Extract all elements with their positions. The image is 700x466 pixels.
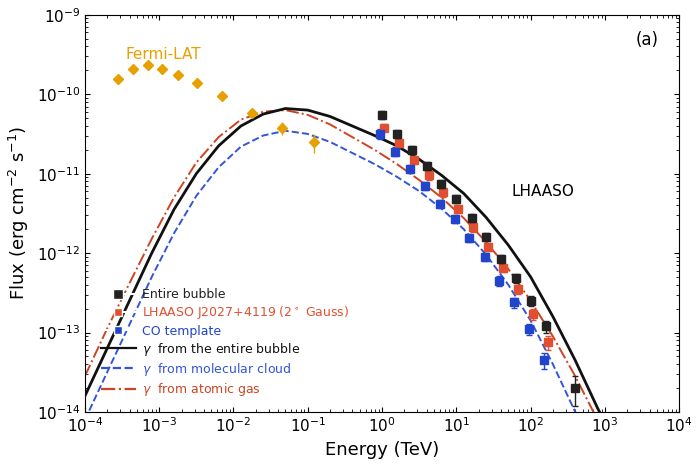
Text: Fermi-LAT: Fermi-LAT [125, 47, 201, 62]
Y-axis label: Flux (erg cm$^{-2}$ s$^{-1}$): Flux (erg cm$^{-2}$ s$^{-1}$) [7, 126, 31, 301]
Text: LHAASO: LHAASO [511, 184, 574, 199]
Text: (a): (a) [636, 31, 659, 48]
X-axis label: Energy (TeV): Energy (TeV) [325, 441, 439, 459]
Legend: Entire bubble, LHAASO J2027+4119 (2$^\circ$ Gauss), CO template, $\gamma$  from : Entire bubble, LHAASO J2027+4119 (2$^\ci… [97, 285, 353, 402]
